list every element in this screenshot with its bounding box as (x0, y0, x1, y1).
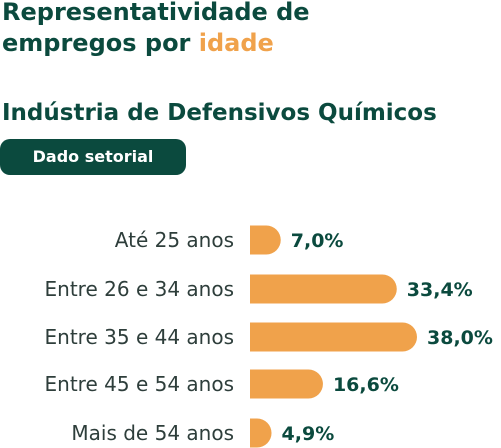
chart-title-accent: idade (198, 29, 274, 57)
chart-subtitle: Indústria de Defensivos Químicos (2, 100, 437, 126)
bar (250, 322, 417, 352)
bar (250, 369, 323, 399)
chart-title: Representatividade de empregos por idade (2, 0, 310, 59)
sector-data-badge: Dado setorial (0, 139, 186, 175)
value-label: 38,0% (427, 327, 493, 349)
bar (250, 225, 281, 255)
category-label: Até 25 anos (115, 228, 234, 252)
bar (250, 274, 397, 304)
category-label: Entre 26 e 34 anos (45, 277, 234, 301)
bar (250, 418, 272, 448)
value-label: 33,4% (407, 279, 473, 301)
chart-title-line2: empregos por idade (2, 29, 274, 57)
category-label: Entre 45 e 54 anos (45, 372, 234, 396)
value-label: 7,0% (291, 230, 344, 252)
chart-title-line1: Representatividade de (2, 0, 310, 26)
chart-title-line2-prefix: empregos por (2, 29, 199, 57)
category-label: Mais de 54 anos (71, 421, 234, 445)
value-label: 4,9% (282, 423, 335, 445)
category-label: Entre 35 e 44 anos (45, 325, 234, 349)
value-label: 16,6% (333, 374, 399, 396)
